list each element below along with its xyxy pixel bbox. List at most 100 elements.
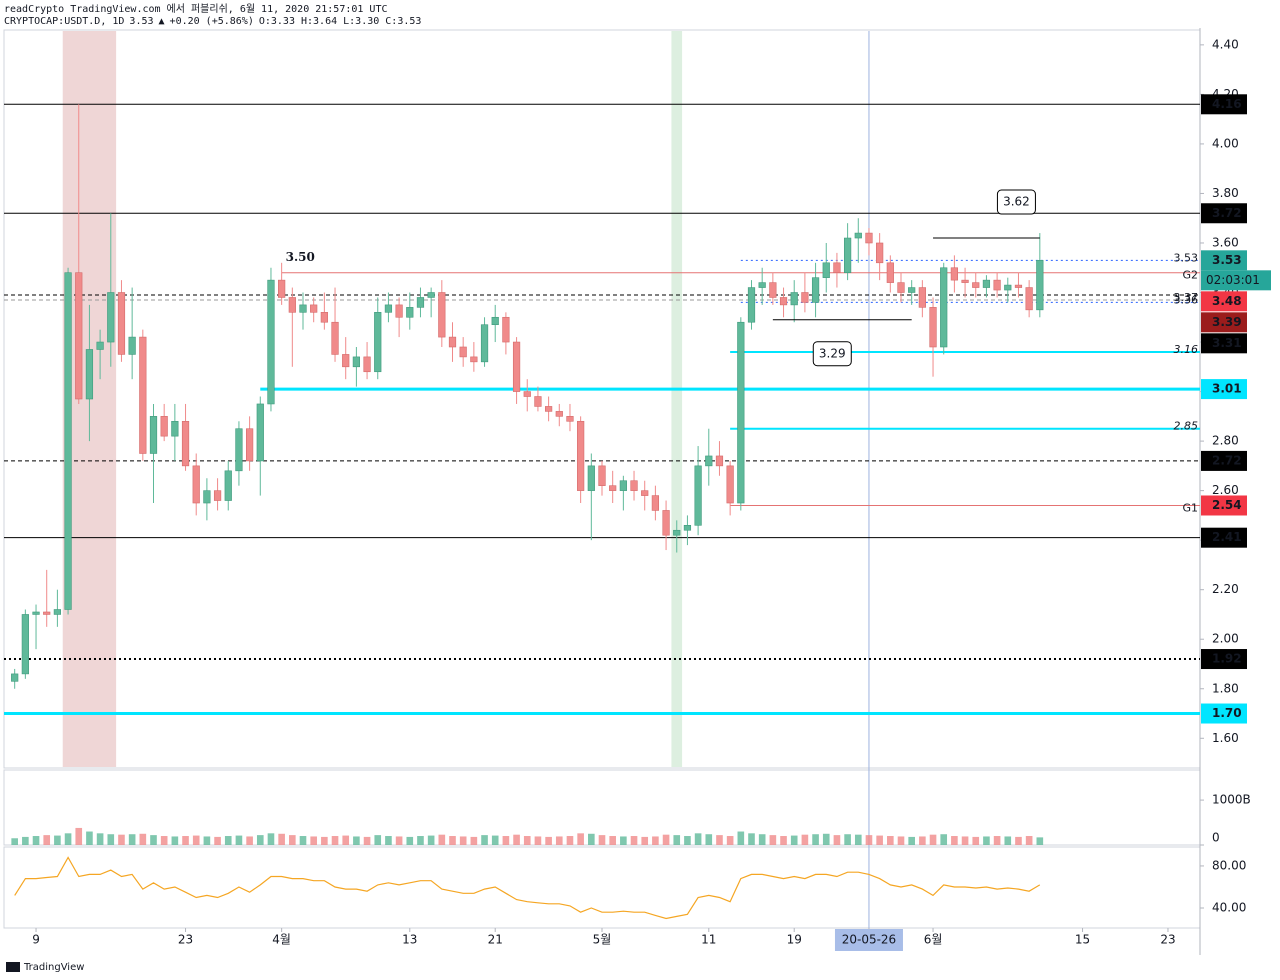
candle-body — [107, 292, 115, 343]
candle-body — [801, 292, 809, 303]
publish-header: readCrypto TradingView.com 에서 퍼블리쉬, 6월 1… — [4, 3, 388, 15]
candle-body — [267, 279, 275, 405]
candle-body — [886, 262, 894, 283]
volume-bar — [427, 835, 435, 845]
volume-tick-label: 1000B — [1212, 793, 1251, 807]
volume-bar — [353, 836, 360, 845]
volume-bar — [822, 833, 830, 845]
candle-body — [53, 609, 62, 615]
volume-bar — [150, 835, 157, 845]
candle-body — [1036, 260, 1044, 311]
volume-bar — [854, 834, 862, 845]
volume-bar — [310, 836, 317, 845]
candle-body — [224, 470, 232, 501]
volume-bar — [171, 836, 179, 845]
callout-label: 3.29 — [819, 346, 846, 360]
volume-bar — [630, 836, 638, 845]
volume-bar — [385, 836, 392, 845]
volume-bar — [1004, 836, 1012, 845]
candle-body — [192, 465, 200, 504]
candle-body — [908, 287, 916, 293]
candle-body — [416, 297, 425, 308]
volume-bar — [801, 834, 809, 845]
candle-body — [342, 354, 350, 368]
candle-body — [160, 416, 168, 437]
candle-body — [320, 312, 328, 323]
volume-bar — [203, 836, 211, 845]
volume-bar — [758, 834, 766, 845]
volume-bar — [705, 834, 713, 845]
volume-bar — [1036, 837, 1044, 845]
candle-body — [149, 416, 158, 454]
candle-body — [833, 262, 841, 273]
volume-bar — [523, 836, 531, 845]
candle-body — [352, 356, 361, 368]
candle-body — [769, 282, 777, 298]
candle-body — [972, 282, 980, 288]
price-badge — [1201, 94, 1247, 115]
price-badge-label: 3.01 — [1212, 382, 1242, 396]
candle-body — [641, 490, 649, 496]
volume-bar — [118, 834, 125, 845]
price-badge — [1201, 703, 1247, 724]
candle-body — [75, 272, 83, 400]
candle-body — [694, 465, 702, 526]
candle-body — [117, 292, 126, 355]
volume-bar — [86, 831, 93, 845]
volume-bar — [321, 836, 328, 845]
volume-bar — [54, 835, 61, 845]
volume-bar — [887, 836, 894, 845]
candle-body — [245, 428, 254, 462]
level-inline-label: 3.16 — [1174, 343, 1199, 356]
candle-body — [950, 267, 959, 281]
oscillator-tick-label: 40.00 — [1212, 901, 1246, 915]
candle-body — [11, 673, 19, 682]
candle-body — [448, 336, 457, 348]
volume-bar — [812, 834, 819, 845]
price-badge — [1201, 203, 1247, 224]
y-tick-label: 1.80 — [1212, 681, 1239, 695]
volume-bar — [844, 834, 851, 845]
volume-bar — [182, 836, 189, 845]
volume-bar — [716, 835, 723, 845]
countdown-label: 02:03:01 — [1206, 273, 1260, 287]
candle-body — [940, 267, 948, 348]
x-tick-label: 11 — [701, 933, 716, 947]
candle-body — [384, 304, 393, 313]
volume-bar — [780, 836, 787, 845]
y-tick-label: 4.00 — [1212, 136, 1239, 150]
volume-bar — [577, 833, 584, 845]
y-tick-label: 2.60 — [1212, 483, 1239, 497]
volume-bar — [790, 835, 798, 845]
level-inline-label: 2.85 — [1174, 420, 1199, 433]
volume-bar — [267, 833, 275, 845]
callout-box — [996, 189, 1036, 215]
annotation-label: 3.50 — [286, 250, 315, 264]
candle-body — [843, 237, 852, 273]
volume-bar — [908, 836, 915, 845]
candle-body — [363, 356, 371, 373]
price-badge-label: 3.53 — [1212, 253, 1242, 267]
footer-logo: TradingView — [23, 962, 84, 973]
volume-bar — [192, 835, 200, 845]
volume-bar — [662, 834, 670, 845]
callout-box — [812, 341, 852, 367]
volume-bar — [331, 836, 339, 845]
candle-body — [470, 356, 478, 363]
level-tag: G2 — [1182, 269, 1198, 282]
volume-bar — [513, 834, 520, 845]
volume-bar — [406, 836, 414, 845]
x-tick-label: 9 — [32, 933, 40, 947]
volume-bar — [470, 836, 478, 845]
candle-body — [523, 391, 531, 397]
candle-body — [566, 416, 574, 422]
volume-tick-label: 0 — [1212, 831, 1220, 845]
price-badge-label: 3.72 — [1212, 206, 1242, 220]
y-tick-label: 2.80 — [1212, 434, 1239, 448]
candle-body — [96, 341, 104, 350]
x-tick-label: 6월 — [924, 933, 943, 947]
candle-body — [876, 242, 884, 264]
candle-body — [982, 279, 991, 288]
candle-body — [555, 411, 563, 417]
